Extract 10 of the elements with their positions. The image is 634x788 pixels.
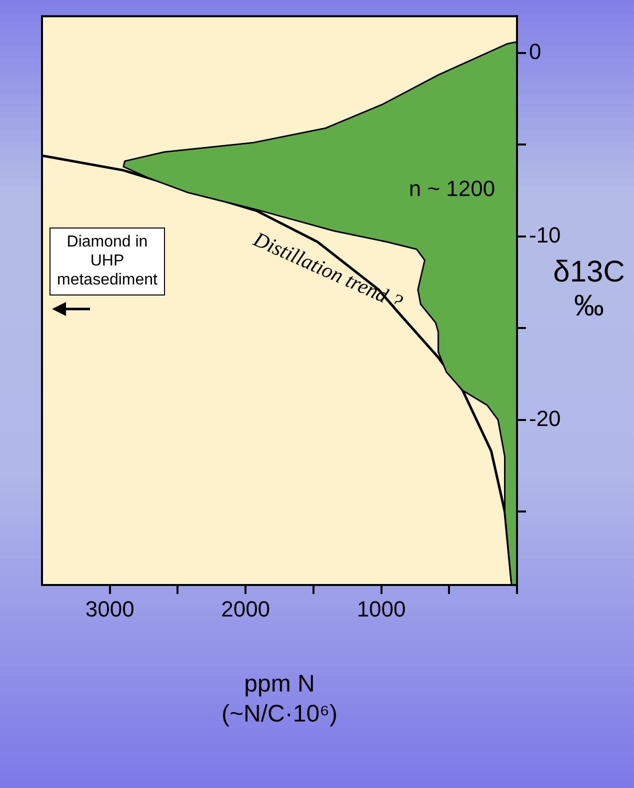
- y-tick-label: 0: [529, 38, 542, 64]
- x-tick-label: 3000: [85, 596, 134, 622]
- annotation: n ~ 1200: [408, 176, 496, 202]
- x-tick-label: 1000: [356, 596, 406, 622]
- x-tick-label: 2000: [221, 596, 270, 622]
- x-axis-title: ppm N (~N/C·10⁶): [222, 670, 338, 728]
- y-tick-label: -20: [529, 406, 561, 431]
- y-tick-label: -10: [529, 222, 561, 248]
- y-axis-title: δ13C ‰: [553, 255, 625, 322]
- annotation: Diamond in UHP metasediment: [56, 233, 158, 288]
